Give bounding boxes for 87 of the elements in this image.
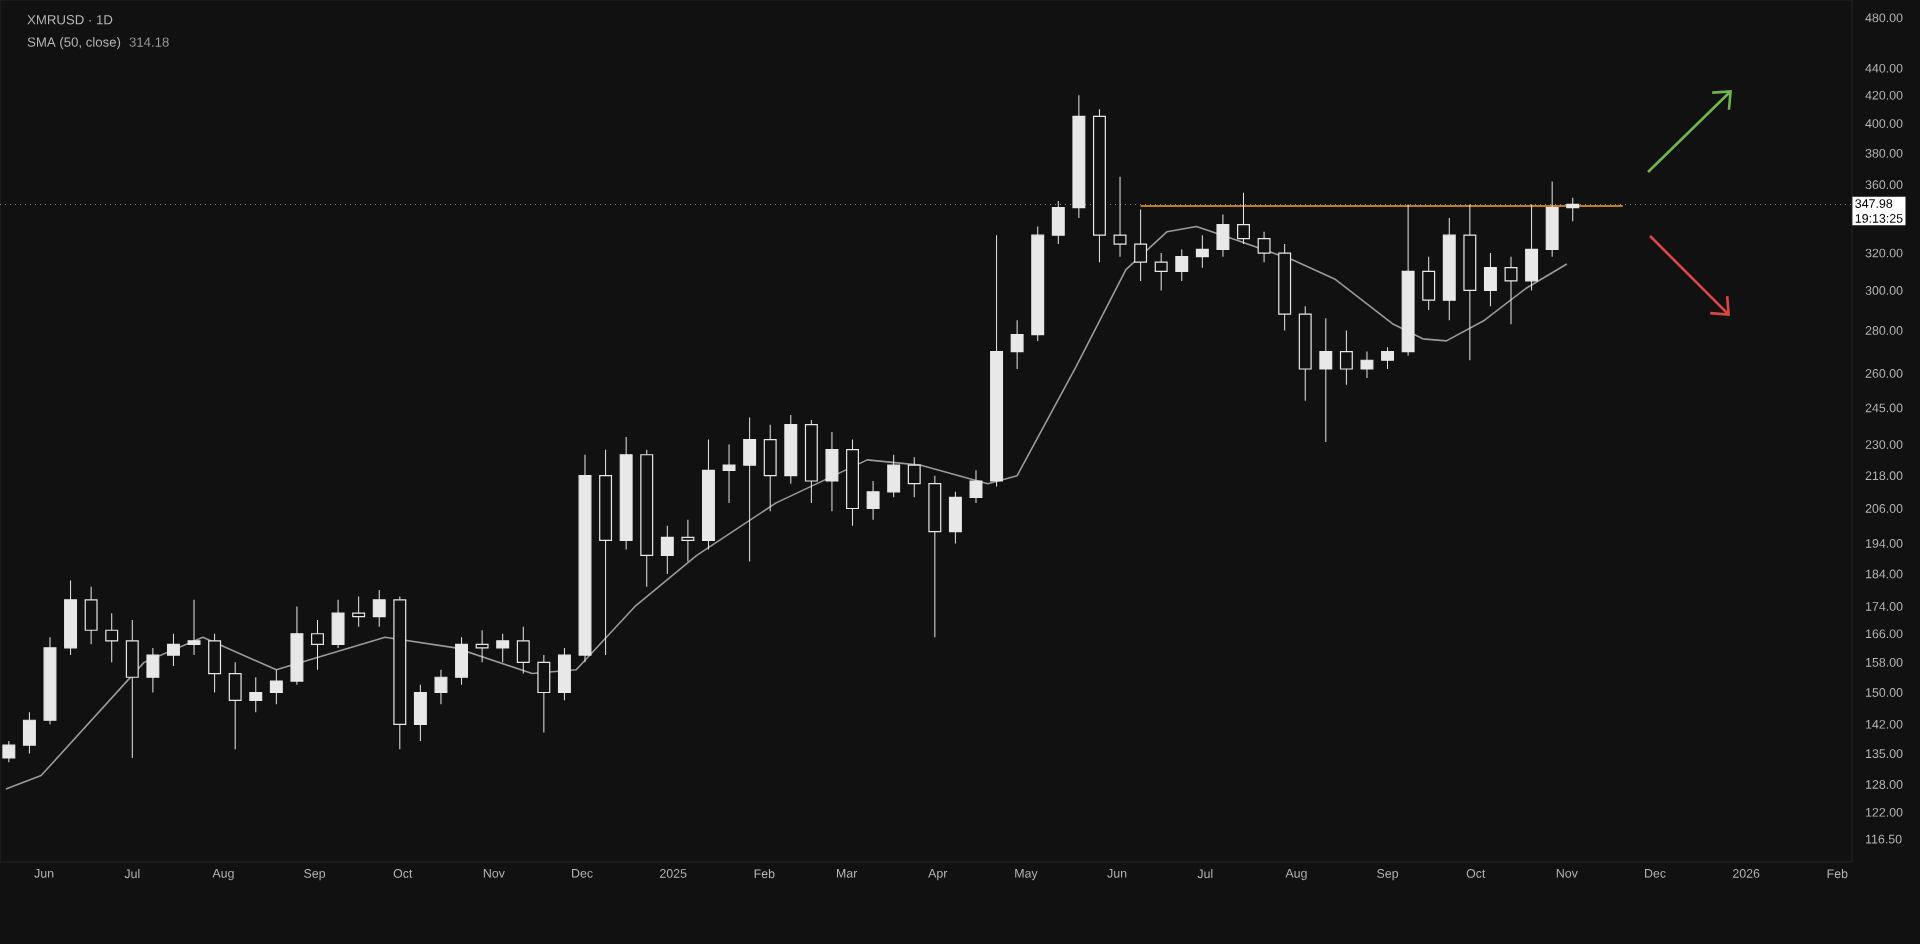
y-tick-label: 380.00	[1865, 148, 1903, 158]
y-tick-label: 158.00	[1866, 657, 1903, 667]
y-tick-label: 142.00	[1866, 719, 1903, 729]
candlestick	[1195, 234, 1209, 269]
line-series	[5, 225, 1568, 790]
candlestick	[1566, 197, 1580, 222]
x-tick-label: Nov	[483, 869, 505, 878]
x-tick-label: Jun	[1107, 869, 1127, 878]
y-tick-label: 128.00	[1866, 780, 1903, 789]
y-tick-label: 260.00	[1865, 369, 1903, 378]
candlestick	[1504, 256, 1518, 325]
x-tick-label: 2026	[1733, 869, 1760, 878]
x-tick-label: Oct	[393, 869, 413, 878]
candlestick	[311, 619, 324, 671]
ref-line-label: 347.98	[1855, 199, 1893, 208]
candlestick	[1360, 351, 1374, 379]
y-tick-label: 320.00	[1865, 248, 1903, 258]
y-tick-label: 206.00	[1865, 504, 1903, 513]
y-tick-label: 135.00	[1866, 749, 1903, 759]
candlestick	[866, 480, 880, 521]
y-tick-label: 174.00	[1866, 602, 1903, 611]
text: XMRUSD · 1D	[27, 15, 113, 25]
candlestick	[372, 589, 386, 628]
candlestick	[496, 633, 510, 663]
y-tick-label: 400.00	[1865, 119, 1903, 128]
candlestick	[1319, 317, 1333, 443]
x-tick-label: Sep	[1377, 869, 1399, 881]
x-tick-label: Sep	[304, 869, 326, 881]
y-tick-label: 116.50	[1866, 834, 1902, 844]
x-tick-label: Apr	[928, 869, 948, 881]
x-tick-label: Oct	[1466, 869, 1486, 878]
y-tick-label: 420.00	[1865, 90, 1903, 100]
x-tick-label: Nov	[1556, 869, 1578, 878]
candlestick	[660, 525, 674, 575]
x-tick-label: Jul	[124, 869, 140, 879]
y-tick-label: 166.00	[1866, 629, 1903, 639]
x-tick-label: Feb	[1827, 869, 1848, 879]
y-tick-label: 360.00	[1865, 180, 1903, 190]
y-tick-label: 194.00	[1866, 539, 1903, 548]
candlestick	[1134, 208, 1148, 282]
x-tick-label: Feb	[754, 869, 775, 879]
candlestick	[146, 647, 160, 694]
x-tick-label: Jul	[1197, 869, 1213, 879]
candlestick	[187, 599, 201, 656]
candlestick	[1381, 346, 1395, 370]
candlestick	[516, 626, 530, 675]
text: 19:13:25	[1855, 214, 1903, 223]
x-tick-label: Aug	[212, 869, 234, 881]
x-tick-label: Dec	[572, 869, 593, 878]
y-tick-label: 184.00	[1866, 569, 1903, 579]
candlestick	[475, 629, 489, 663]
y-tick-label: 300.00	[1865, 286, 1903, 295]
y-tick-label: 440.00	[1865, 63, 1903, 73]
candlestick	[1257, 231, 1271, 263]
candlestick	[1010, 319, 1024, 370]
candlestick	[1339, 329, 1353, 386]
candlestick	[2, 740, 16, 763]
candlestick	[352, 596, 366, 628]
candlestick	[166, 633, 180, 667]
y-tick-label: 122.00	[1866, 807, 1903, 817]
candlestick	[249, 676, 263, 713]
candlestick	[722, 444, 736, 504]
candlestick	[269, 669, 283, 705]
candlestick	[1483, 252, 1497, 307]
annotation: 314.18	[129, 37, 169, 47]
candlestick	[1113, 176, 1127, 258]
candlestick	[681, 519, 695, 563]
candlestick	[1175, 248, 1189, 282]
candlestick	[1154, 252, 1168, 291]
x-tick-label: 2025	[660, 869, 687, 878]
x-tick-label: Dec	[1645, 869, 1666, 878]
x-tick-label: Jun	[34, 869, 54, 878]
candlestick	[105, 612, 119, 663]
y-tick-label: 480.00	[1865, 13, 1903, 23]
x-tick-label: Aug	[1285, 869, 1307, 881]
candlestick	[1237, 192, 1250, 245]
y-tick-label: 230.00	[1865, 440, 1903, 449]
candlestick	[969, 469, 983, 504]
x-tick-label: May	[1015, 869, 1038, 881]
candlestick	[434, 669, 448, 705]
y-tick-label: 218.00	[1865, 471, 1903, 481]
y-tick-label: 280.00	[1865, 326, 1903, 335]
candlestick	[907, 456, 921, 498]
x-tick-label: Mar	[836, 869, 858, 878]
y-tick-label: 150.00	[1866, 688, 1903, 697]
text: SMA (50, close)	[27, 37, 121, 50]
y-tick-label: 245.00	[1865, 403, 1903, 413]
